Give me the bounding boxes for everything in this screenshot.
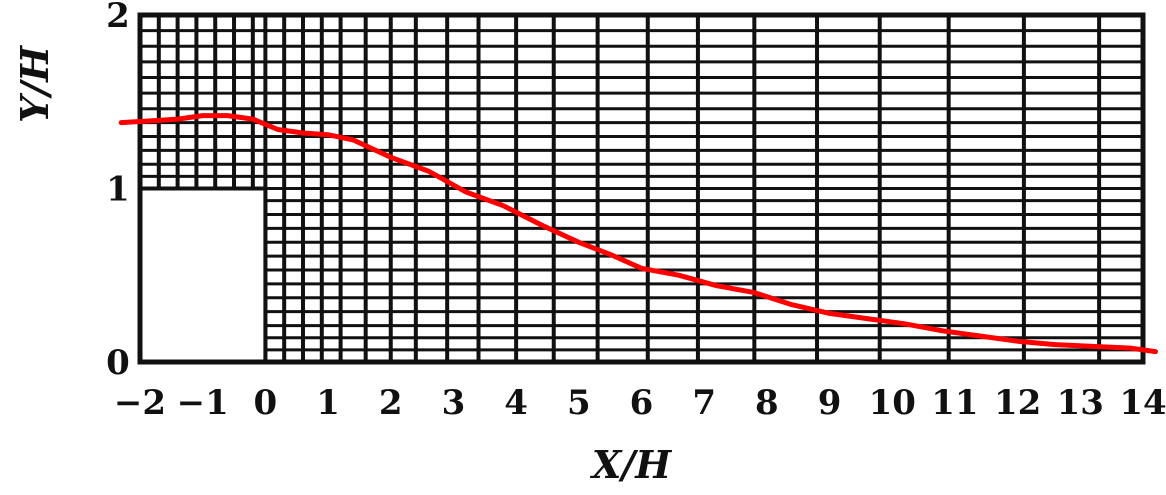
x-tick-label: 1 — [316, 383, 340, 423]
x-tick-label: 13 — [1057, 383, 1104, 423]
x-tick-label: 2 — [379, 383, 403, 423]
x-tick-label: 5 — [567, 383, 591, 423]
x-tick-label: 0 — [254, 383, 278, 423]
x-tick-label: 11 — [931, 383, 978, 423]
x-tick-labels: −2 −1 0 1 2 3 4 5 6 7 8 9 10 11 12 13 14 — [114, 383, 1166, 423]
domain-frame — [137, 12, 1146, 365]
y-tick-label: 1 — [106, 170, 130, 210]
x-tick-label: −2 — [114, 383, 166, 423]
x-tick-label: 8 — [755, 383, 779, 423]
x-tick-label: 12 — [994, 383, 1041, 423]
mesh-grid — [138, 13, 1145, 364]
red-curve-line — [118, 113, 1158, 355]
x-axis-title: X/H — [590, 442, 672, 487]
x-tick-label: 4 — [504, 383, 528, 423]
y-tick-label: 2 — [106, 0, 130, 36]
obstacle-block — [138, 186, 268, 364]
x-tick-label: 9 — [818, 383, 842, 423]
y-tick-label: 0 — [106, 343, 130, 383]
x-tick-label: −1 — [177, 383, 229, 423]
x-tick-label: 10 — [869, 383, 916, 423]
x-tick-label: 3 — [442, 383, 466, 423]
y-axis-title: Y/H — [12, 45, 57, 123]
x-tick-label: 6 — [630, 383, 654, 423]
y-tick-labels: 0 1 2 — [106, 0, 130, 383]
x-tick-label: 14 — [1119, 383, 1166, 423]
x-tick-label: 7 — [692, 383, 716, 423]
